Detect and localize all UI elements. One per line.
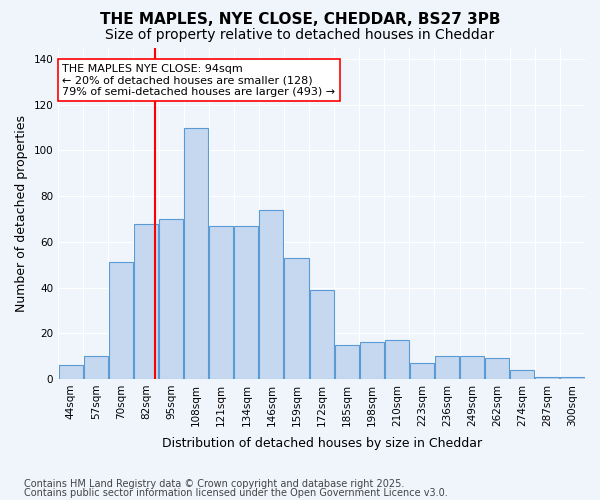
Bar (359, 342, 384, 379)
Bar (159, 219, 183, 379)
Bar (184, 128, 208, 379)
Text: THE MAPLES NYE CLOSE: 94sqm
← 20% of detached houses are smaller (128)
79% of se: THE MAPLES NYE CLOSE: 94sqm ← 20% of det… (62, 64, 335, 96)
Bar (284, 258, 308, 379)
Bar (535, 377, 559, 379)
Text: Size of property relative to detached houses in Cheddar: Size of property relative to detached ho… (106, 28, 494, 42)
Text: Contains HM Land Registry data © Crown copyright and database right 2025.: Contains HM Land Registry data © Crown c… (24, 479, 404, 489)
Bar (385, 340, 409, 379)
Bar (485, 358, 509, 379)
Bar (59, 366, 83, 379)
Bar (310, 290, 334, 379)
Bar (560, 377, 584, 379)
Text: Contains public sector information licensed under the Open Government Licence v3: Contains public sector information licen… (24, 488, 448, 498)
Bar (234, 226, 259, 379)
Bar (410, 363, 434, 379)
Bar (259, 210, 283, 379)
Bar (435, 356, 459, 379)
Bar (510, 370, 535, 379)
Text: THE MAPLES, NYE CLOSE, CHEDDAR, BS27 3PB: THE MAPLES, NYE CLOSE, CHEDDAR, BS27 3PB (100, 12, 500, 28)
X-axis label: Distribution of detached houses by size in Cheddar: Distribution of detached houses by size … (161, 437, 482, 450)
Bar (109, 262, 133, 379)
Bar (134, 224, 158, 379)
Bar (209, 226, 233, 379)
Bar (460, 356, 484, 379)
Bar (84, 356, 108, 379)
Bar (335, 344, 359, 379)
Y-axis label: Number of detached properties: Number of detached properties (15, 115, 28, 312)
